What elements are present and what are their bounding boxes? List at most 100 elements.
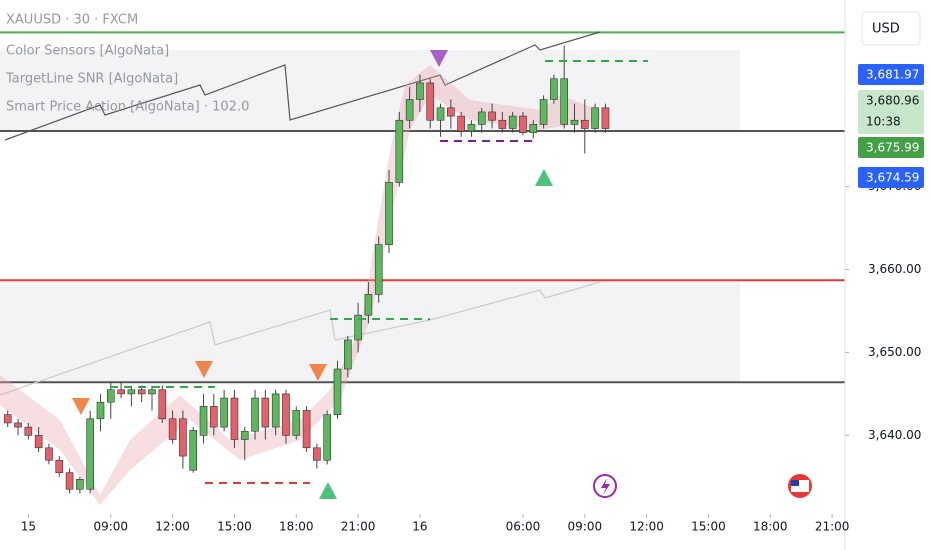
candle-body — [271, 393, 280, 428]
candle-body — [3, 414, 12, 424]
countdown: 10:38 — [866, 115, 901, 129]
x-tick-label: 15 — [21, 520, 36, 534]
candle-body — [199, 406, 208, 436]
candle-body — [55, 459, 64, 473]
candle-body — [240, 430, 249, 440]
candle-body — [127, 389, 136, 395]
candle-body — [96, 401, 105, 420]
x-tick-label: 18:00 — [753, 520, 788, 534]
candle-body — [539, 99, 548, 125]
candle-body — [24, 426, 33, 436]
currency-label: USD — [872, 22, 900, 37]
candle-body — [230, 397, 239, 440]
candle-body — [601, 107, 610, 129]
candle-body — [343, 339, 352, 370]
candle-body — [405, 99, 414, 121]
candle-body — [179, 418, 187, 457]
candle-body — [467, 124, 476, 132]
x-tick-label: 21:00 — [815, 520, 850, 534]
candle-body — [333, 368, 342, 415]
candle-body — [560, 78, 568, 125]
x-tick-label: 15:00 — [691, 520, 726, 534]
x-tick-label: 12:00 — [155, 520, 190, 534]
x-tick-label: 09:00 — [568, 520, 603, 534]
price-badge-label: 3,674.59 — [866, 171, 919, 185]
candle-body — [189, 430, 198, 471]
candle-body — [385, 182, 393, 245]
currency-button[interactable] — [861, 11, 921, 46]
x-tick-label: 18:00 — [279, 520, 314, 534]
candle-body — [529, 124, 538, 133]
zone — [0, 50, 740, 130]
candles — [3, 45, 610, 494]
candle-body — [374, 244, 383, 295]
candle-body — [76, 479, 84, 490]
flag — [791, 480, 799, 486]
price-badge-label: 3,681.97 — [866, 68, 919, 82]
candle-body — [488, 111, 496, 121]
y-tick-label: 3,660.00 — [868, 262, 921, 276]
price-badge — [858, 90, 924, 134]
channel-line — [4, 31, 601, 141]
price-badge-label: 3,675.99 — [866, 141, 919, 155]
candle-body — [148, 389, 156, 395]
signal — [72, 398, 90, 415]
candle-body — [581, 119, 589, 129]
candle-body — [416, 82, 424, 100]
candle-body — [354, 314, 362, 341]
candle-body — [34, 435, 43, 449]
signal — [195, 361, 213, 378]
x-tick-label: 16 — [412, 520, 427, 534]
candle-body — [251, 397, 259, 432]
candle-body — [457, 115, 465, 132]
candle-body — [210, 406, 218, 428]
candle-body — [45, 447, 53, 461]
axes: 3,640.003,650.003,660.003,670.001509:001… — [21, 179, 922, 533]
candle-body — [65, 472, 74, 490]
signal — [535, 169, 553, 186]
event-icon — [601, 478, 610, 495]
x-tick-label: 06:00 — [506, 520, 541, 534]
price-badges: 3,681.97 3,680.96 10:38 3,675.99 3,674.59 — [858, 64, 924, 188]
candle-body — [313, 447, 321, 461]
candle-body — [220, 397, 228, 428]
candle-body — [86, 418, 94, 490]
candle-body — [158, 389, 167, 420]
candle-body — [550, 78, 558, 100]
candle-body — [282, 393, 290, 436]
candle-body — [292, 410, 301, 436]
legend-item: Smart Price Action [AlgoNata] · 102.0 — [6, 100, 249, 115]
candle-body — [323, 414, 331, 461]
candle-body — [302, 410, 311, 449]
candle-body — [261, 397, 270, 428]
candle-body — [106, 389, 115, 403]
signal — [309, 364, 327, 381]
candle-body — [477, 111, 486, 125]
price-badge — [858, 137, 924, 158]
candle-body — [426, 82, 435, 121]
signal — [319, 482, 337, 499]
candle-body — [570, 119, 579, 125]
y-tick-label: 3,640.00 — [868, 428, 921, 442]
x-tick-label: 21:00 — [341, 520, 376, 534]
signal — [430, 50, 448, 67]
x-tick-label: 09:00 — [93, 520, 128, 534]
price-badge — [858, 64, 924, 85]
candle-body — [508, 115, 517, 129]
candle-body — [168, 418, 177, 440]
price-badge — [858, 167, 924, 188]
candle-body — [117, 389, 125, 395]
levels — [0, 31, 845, 384]
candle-body — [14, 422, 22, 428]
legend-item: Color Sensors [AlgoNata] — [6, 44, 169, 59]
candle-body — [447, 107, 455, 117]
candle-body — [395, 119, 404, 183]
legend-item: TargetLine SNR [AlgoNata] — [5, 72, 178, 87]
x-tick-label: 15:00 — [217, 520, 252, 534]
candle-body — [591, 107, 599, 129]
channel-line — [0, 281, 601, 396]
candle-body — [498, 119, 507, 129]
event-icon[interactable] — [593, 474, 617, 498]
